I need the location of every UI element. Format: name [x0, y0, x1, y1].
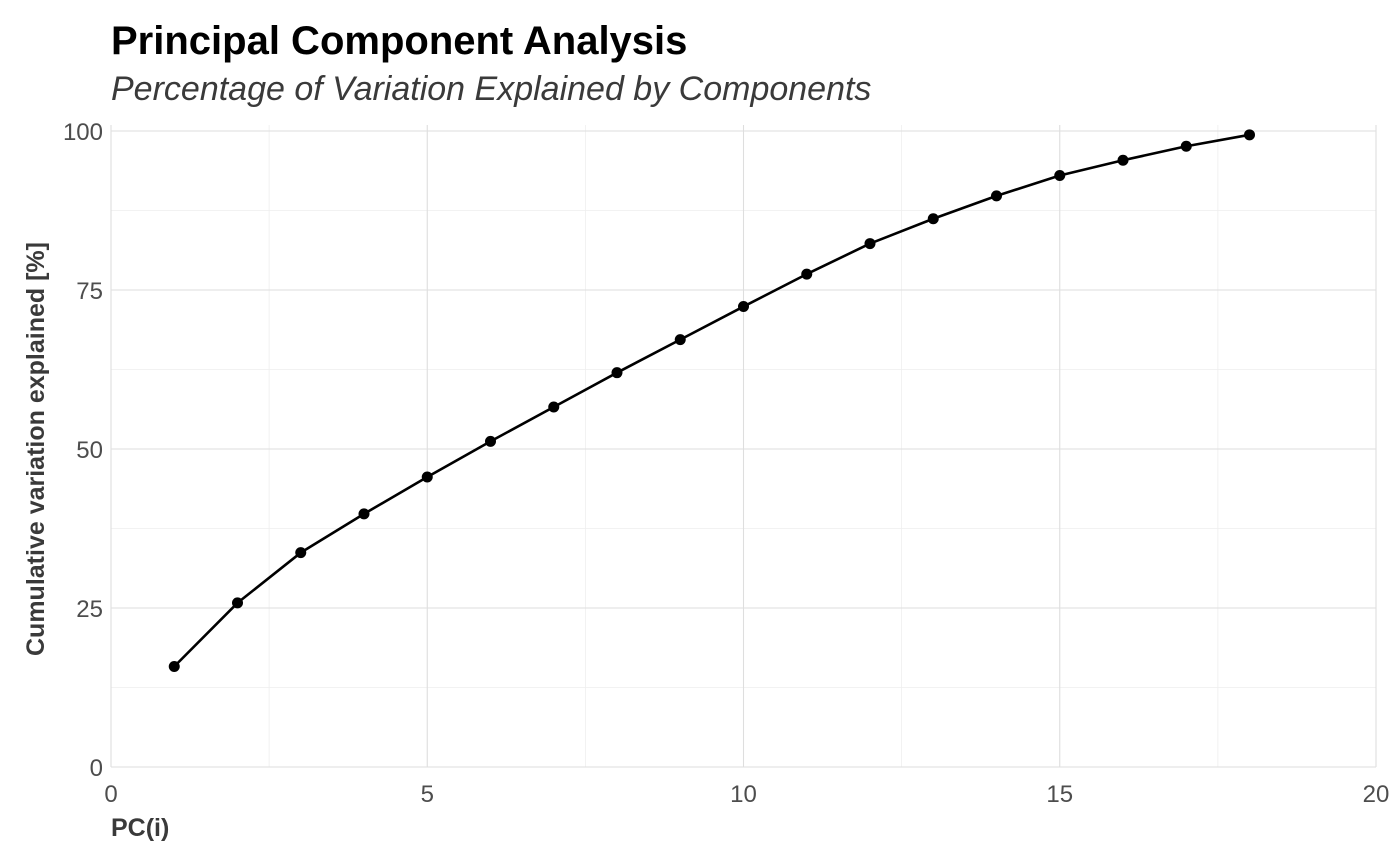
data-point: [421, 471, 433, 483]
y-tick-label: 100: [63, 119, 103, 146]
x-tick-label: 20: [1363, 781, 1390, 808]
x-tick-label: 15: [1046, 781, 1073, 808]
data-point: [864, 238, 876, 250]
data-point: [358, 508, 370, 520]
x-axis-ticks: 0 5 10 15 20: [104, 781, 1389, 808]
data-point: [1180, 140, 1192, 152]
data-point: [991, 190, 1002, 202]
data-point: [485, 435, 496, 447]
x-tick-label: 5: [421, 781, 434, 808]
series-line: [173, 133, 1250, 668]
y-tick-label: 50: [76, 437, 103, 464]
data-point: [801, 268, 813, 280]
y-axis-ticks: 0 25 50 75 100: [63, 119, 103, 782]
data-point: [548, 401, 560, 413]
series-layer: [168, 129, 1255, 673]
data-point: [738, 301, 749, 313]
data-point: [927, 213, 939, 225]
y-axis-title: Cumulative variation explained [%]: [22, 242, 50, 656]
data-point: [1054, 170, 1066, 182]
y-tick-label: 75: [76, 278, 103, 305]
data-point: [295, 547, 307, 559]
data-point: [168, 661, 180, 673]
data-point: [674, 334, 686, 346]
data-point: [1117, 154, 1129, 166]
major-gridlines: [110, 125, 1377, 768]
y-tick-label: 0: [90, 755, 103, 782]
chart-subtitle: Percentage of Variation Explained by Com…: [111, 70, 871, 108]
y-tick-label: 25: [76, 596, 103, 623]
x-tick-label: 0: [104, 781, 117, 808]
data-point: [611, 367, 623, 379]
chart-title: Principal Component Analysis: [111, 19, 687, 63]
x-tick-label: 10: [730, 781, 757, 808]
data-point: [1244, 129, 1255, 141]
data-point: [232, 597, 243, 609]
x-axis-title: PC(i): [111, 814, 169, 842]
